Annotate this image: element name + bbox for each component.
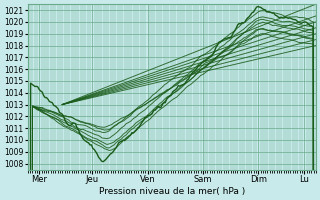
X-axis label: Pression niveau de la mer( hPa ): Pression niveau de la mer( hPa )	[99, 187, 245, 196]
